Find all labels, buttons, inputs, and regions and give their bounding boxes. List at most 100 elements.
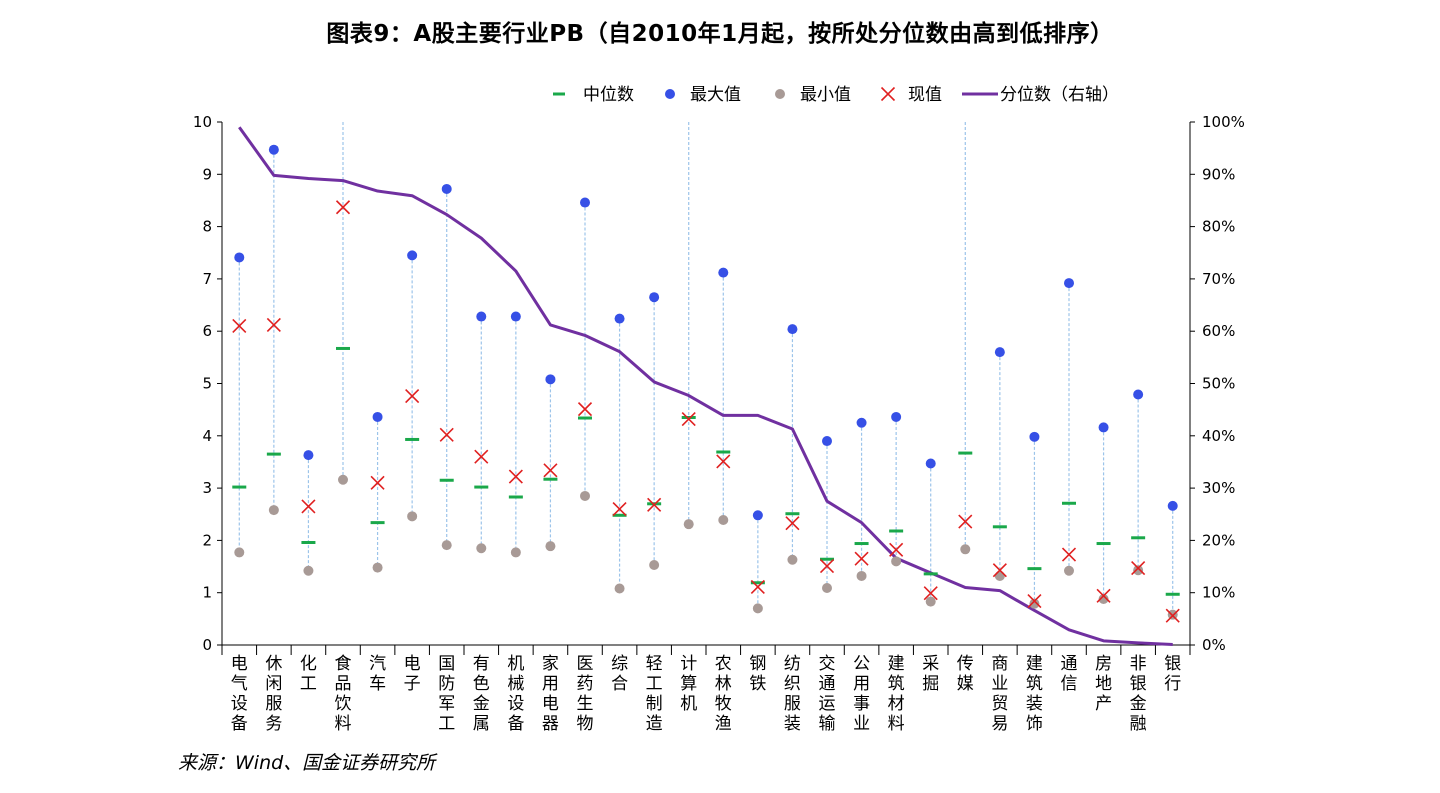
min-point [338,474,348,485]
legend-item: 分位数（右轴） [962,85,1119,105]
category-label: 化工 [300,654,317,694]
current-mark-stroke [1061,547,1077,562]
right-tick-label: 10% [1202,584,1235,602]
category-label: 轻工制造 [646,654,663,734]
right-tick-label: 80% [1202,218,1235,236]
current-mark-stroke [543,463,558,478]
category-label: 房地产 [1095,654,1112,714]
current-mark-stroke [716,454,731,469]
category-label: 休闲服务 [265,654,282,734]
category-label: 纺织服装 [784,654,801,734]
left-tick-label: 2 [202,531,212,549]
legend: 中位数 最大值 最小值 现值 分位数（右轴） [553,85,1119,105]
min-point [718,515,729,526]
category-label: 公用事业 [853,654,870,734]
current-mark [405,388,420,404]
current-mark [1061,547,1077,562]
current-mark [716,454,731,469]
category-label: 商业贸易 [991,654,1008,734]
category-label: 电气设备 [231,654,248,734]
chart-title: 图表9：A股主要行业PB（自2010年1月起，按所处分位数由高到低排序） [326,21,1114,47]
legend-label: 中位数 [583,85,634,105]
right-tick-label: 70% [1202,270,1235,288]
legend-label: 现值 [908,85,942,105]
current-mark [266,317,281,332]
category-label: 非银金融 [1130,654,1147,734]
max-point [994,347,1005,358]
legend-label: 分位数（右轴） [1000,85,1119,105]
current-mark [232,318,247,334]
min-point [268,505,279,516]
max-point [718,267,729,278]
current-mark-stroke [785,516,800,531]
current-mark [854,551,869,566]
max-point [822,436,832,447]
legend-item: 现值 [880,85,942,105]
current-mark-stroke [508,469,523,484]
current-mark-stroke [301,499,316,514]
min-point [614,583,625,594]
category-label: 通信 [1061,654,1078,694]
right-tick-label: 50% [1202,375,1235,393]
legend-label: 最小值 [800,85,851,105]
category-label: 综合 [611,654,628,694]
category-label: 机械设备 [507,654,524,734]
min-point [752,603,763,614]
max-point [1098,422,1109,433]
min-point [683,519,694,530]
current-mark [543,463,558,478]
min-point [234,547,245,558]
legend-current-symbol [880,86,896,102]
legend-min-symbol [775,89,785,99]
category-label: 家用电器 [542,654,559,734]
left-tick-label: 9 [202,165,212,183]
max-point [372,411,383,422]
max-point [1133,389,1144,400]
current-mark [1096,588,1111,603]
current-mark [577,402,593,417]
min-point [649,559,660,570]
min-point [1029,598,1040,609]
right-tick-label: 20% [1202,531,1235,549]
category-label: 国防军工 [438,654,455,734]
current-mark [1027,594,1042,609]
current-mark [1131,561,1146,576]
left-tick-label: 10 [193,113,212,131]
min-point [510,547,521,558]
current-mark [474,449,489,464]
current-mark [750,579,765,595]
current-mark-stroke [370,475,385,490]
legend-item: 最大值 [665,85,741,105]
percentile-line [238,126,1173,646]
max-point [476,311,487,322]
min-point [441,540,452,551]
category-label: 食品饮料 [335,654,352,734]
current-mark [889,542,904,557]
category-label: 交通运输 [819,654,836,734]
max-point [891,411,902,422]
current-mark-stroke [577,402,593,417]
current-mark [958,514,973,529]
max-point [1064,278,1074,289]
min-point [960,544,971,555]
right-tick-label: 40% [1202,427,1235,445]
left-tick-label: 7 [202,270,212,288]
right-tick-label: 100% [1202,113,1245,131]
left-tick-label: 8 [202,218,212,236]
legend-item: 最小值 [775,85,851,105]
max-point [1029,431,1040,442]
current-mark-stroke [1027,594,1042,609]
max-point [649,292,660,303]
category-label: 钢铁 [749,654,766,694]
current-mark-stroke [405,388,420,404]
current-mark-stroke [612,501,627,517]
category-label: 银行 [1164,654,1181,694]
category-label: 有色金属 [473,654,490,734]
min-point [925,596,936,607]
current-mark [1165,608,1180,623]
left-tick-label: 1 [202,584,212,602]
current-mark-stroke [681,411,696,427]
min-point [372,562,383,573]
min-point [1098,593,1109,604]
